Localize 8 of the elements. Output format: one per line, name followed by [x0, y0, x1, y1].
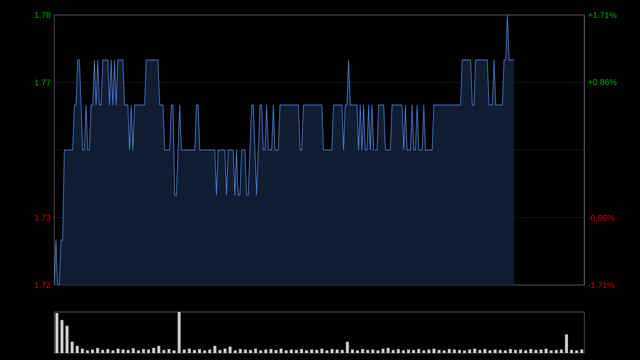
y2-tick-label: +1.71% — [588, 12, 616, 18]
y2-tick-label: +0.86% — [588, 79, 616, 86]
y2-tick-label: -1.71% — [588, 282, 614, 288]
y-tick-label: 1.72 — [34, 282, 50, 288]
y-tick-label: 1.78 — [34, 12, 50, 18]
y2-tick-label: -0.86% — [588, 214, 614, 221]
y-tick-label: 1.73 — [34, 214, 50, 220]
y-tick-label: 1.77 — [34, 80, 50, 86]
